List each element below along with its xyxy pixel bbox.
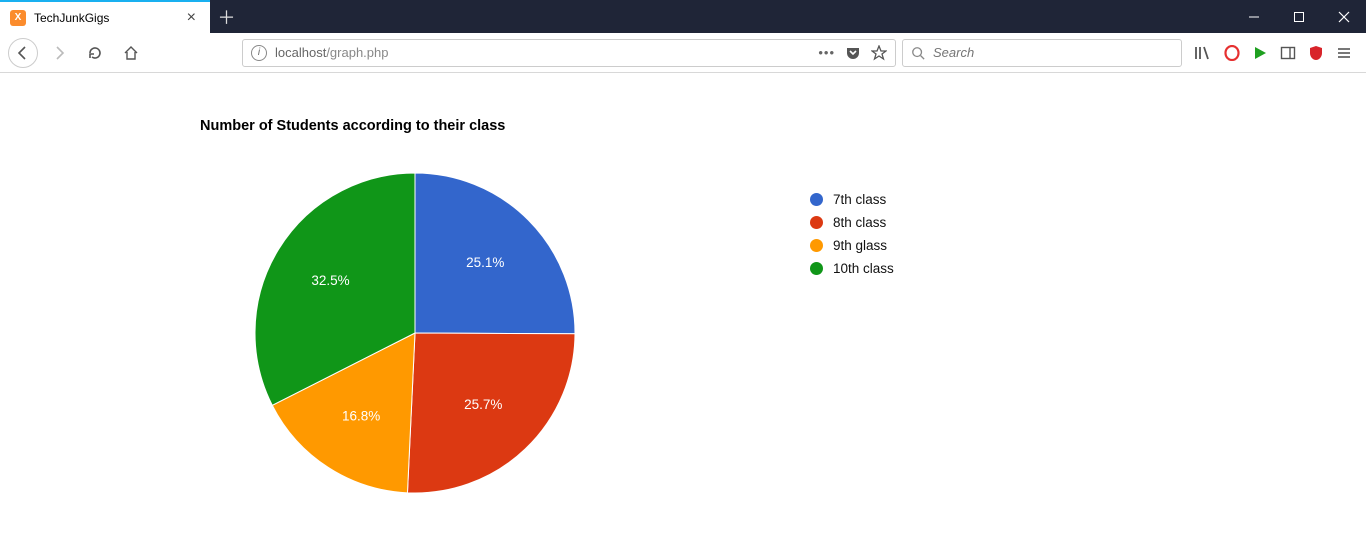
toolbar-right-icons xyxy=(1188,45,1358,61)
url-path: /graph.php xyxy=(326,45,388,60)
slice-label: 32.5% xyxy=(311,273,349,288)
slice-label: 25.7% xyxy=(464,397,502,412)
page-actions-icon[interactable]: ••• xyxy=(818,45,835,60)
url-host: localhost xyxy=(275,45,326,60)
pie-chart: 25.1% 25.7% 16.8% 32.5% xyxy=(200,158,630,518)
pie-svg: 25.1% 25.7% 16.8% 32.5% xyxy=(200,158,630,518)
legend-dot-icon xyxy=(810,262,823,275)
tab-title: TechJunkGigs xyxy=(34,11,175,25)
pie-slice[interactable] xyxy=(407,333,575,493)
pocket-icon[interactable] xyxy=(845,45,861,61)
extension-shield-icon[interactable] xyxy=(1308,45,1324,61)
chart-area: 25.1% 25.7% 16.8% 32.5% 7th class 8th class 9… xyxy=(200,158,1366,518)
minimize-button[interactable] xyxy=(1231,0,1276,33)
maximize-button[interactable] xyxy=(1276,0,1321,33)
legend-label: 7th class xyxy=(833,192,886,207)
slice-label: 25.1% xyxy=(466,255,504,270)
close-window-button[interactable] xyxy=(1321,0,1366,33)
legend-dot-icon xyxy=(810,216,823,229)
chart-title: Number of Students according to their cl… xyxy=(200,118,1366,134)
library-icon[interactable] xyxy=(1194,45,1212,61)
search-input[interactable] xyxy=(933,45,1173,60)
legend-item[interactable]: 9th glass xyxy=(810,238,894,253)
legend-label: 9th glass xyxy=(833,238,887,253)
page-content: Number of Students according to their cl… xyxy=(0,73,1366,518)
slice-label: 16.8% xyxy=(342,408,380,423)
reload-button[interactable] xyxy=(80,38,110,68)
window-titlebar: X TechJunkGigs × ＋ xyxy=(0,0,1366,33)
menu-icon[interactable] xyxy=(1336,45,1352,61)
legend-item[interactable]: 7th class xyxy=(810,192,894,207)
browser-toolbar: i localhost/graph.php ••• xyxy=(0,33,1366,73)
url-text: localhost/graph.php xyxy=(275,45,388,60)
extension-play-icon[interactable] xyxy=(1252,45,1268,61)
titlebar-spacer xyxy=(243,0,1231,33)
url-bar[interactable]: i localhost/graph.php ••• xyxy=(242,39,896,67)
home-button[interactable] xyxy=(116,38,146,68)
legend-item[interactable]: 8th class xyxy=(810,215,894,230)
legend-label: 10th class xyxy=(833,261,894,276)
window-controls xyxy=(1231,0,1366,33)
legend-item[interactable]: 10th class xyxy=(810,261,894,276)
back-button[interactable] xyxy=(8,38,38,68)
chart-legend: 7th class 8th class 9th glass 10th class xyxy=(810,192,894,284)
search-bar[interactable] xyxy=(902,39,1182,67)
search-icon xyxy=(911,46,925,60)
new-tab-button[interactable]: ＋ xyxy=(210,0,243,33)
bookmark-star-icon[interactable] xyxy=(871,45,887,61)
browser-tab[interactable]: X TechJunkGigs × xyxy=(0,0,210,33)
favicon-icon: X xyxy=(10,10,26,26)
forward-button[interactable] xyxy=(44,38,74,68)
close-tab-button[interactable]: × xyxy=(183,9,200,27)
sidebar-icon[interactable] xyxy=(1280,45,1296,61)
pie-slice[interactable] xyxy=(415,173,575,334)
legend-dot-icon xyxy=(810,193,823,206)
extension-opera-icon[interactable] xyxy=(1224,45,1240,61)
legend-dot-icon xyxy=(810,239,823,252)
legend-label: 8th class xyxy=(833,215,886,230)
url-action-icons: ••• xyxy=(818,45,887,61)
site-info-icon[interactable]: i xyxy=(251,45,267,61)
